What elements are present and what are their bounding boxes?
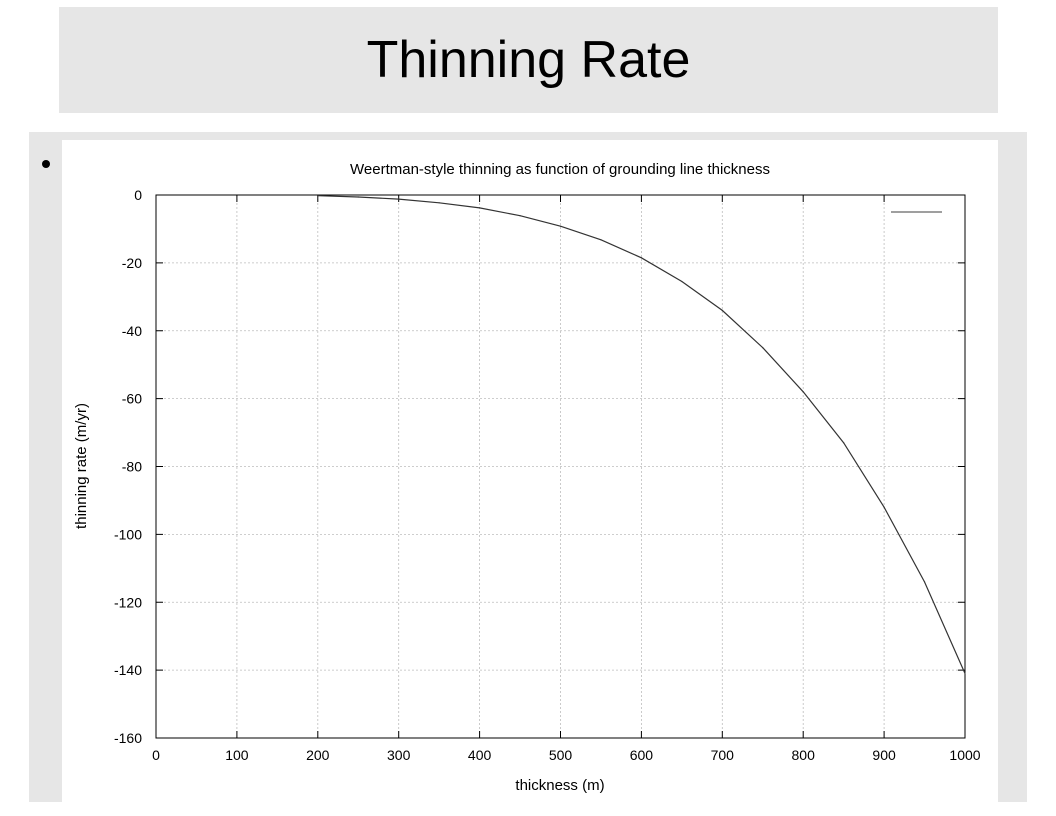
series-point <box>964 672 966 675</box>
y-tick-label: -100 <box>114 526 142 542</box>
thinning-rate-chart: 0 100 200 300 400 500 600 700 800 900 1000 0 -20 -40 -… <box>73 161 981 794</box>
grid-lines <box>156 195 965 738</box>
chart-title: Weertman-style thinning as function of g… <box>350 161 770 178</box>
x-tick-label: 600 <box>630 747 654 763</box>
x-tick-label: 400 <box>468 747 492 763</box>
x-tick-label: 200 <box>306 747 330 763</box>
chart-card: 0 100 200 300 400 500 600 700 800 900 1000 0 -20 -40 -… <box>62 140 998 802</box>
y-axis-label: thinning rate (m/yr) <box>73 403 90 529</box>
series-point <box>721 309 723 311</box>
series-point <box>843 442 845 444</box>
y-tick-label: -60 <box>122 391 142 407</box>
x-tick-label: 300 <box>387 747 411 763</box>
series-point <box>640 257 643 259</box>
series-point <box>519 215 521 217</box>
x-tick-label: 1000 <box>949 747 980 763</box>
series-point <box>600 239 602 241</box>
bullet-point <box>42 160 50 168</box>
y-tick-label: -20 <box>122 255 142 271</box>
y-tick-label: -80 <box>122 459 142 475</box>
x-axis-label: thickness (m) <box>515 777 604 794</box>
x-tick-label: 700 <box>711 747 735 763</box>
slide-title: Thinning Rate <box>366 31 691 89</box>
y-tick-label: -160 <box>114 730 142 746</box>
series-point <box>762 347 764 349</box>
series-point <box>357 196 359 198</box>
axis-ticks: 0 100 200 300 400 500 600 700 800 900 1000 0 -20 -40 -… <box>114 187 981 763</box>
x-tick-label: 100 <box>225 747 249 763</box>
series-point <box>559 225 562 227</box>
slide-title-bar: Thinning Rate <box>59 7 998 113</box>
x-tick-label: 500 <box>549 747 573 763</box>
series-point <box>479 207 481 209</box>
slide-content: 0 100 200 300 400 500 600 700 800 900 1000 0 -20 -40 -… <box>29 132 1027 802</box>
x-tick-label: 0 <box>152 747 160 763</box>
y-tick-label: 0 <box>134 187 142 203</box>
series-layer <box>317 195 966 675</box>
series-point <box>438 202 440 204</box>
y-tick-label: -120 <box>114 594 142 610</box>
series-point <box>398 198 400 200</box>
series-point <box>317 195 319 197</box>
series-point <box>681 280 683 283</box>
x-tick-label: 800 <box>792 747 816 763</box>
series-point <box>923 581 926 583</box>
y-tick-label: -140 <box>114 662 142 678</box>
series-point <box>802 391 804 393</box>
x-tick-label: 900 <box>872 747 896 763</box>
y-tick-label: -40 <box>122 323 142 339</box>
series-point <box>883 506 885 508</box>
